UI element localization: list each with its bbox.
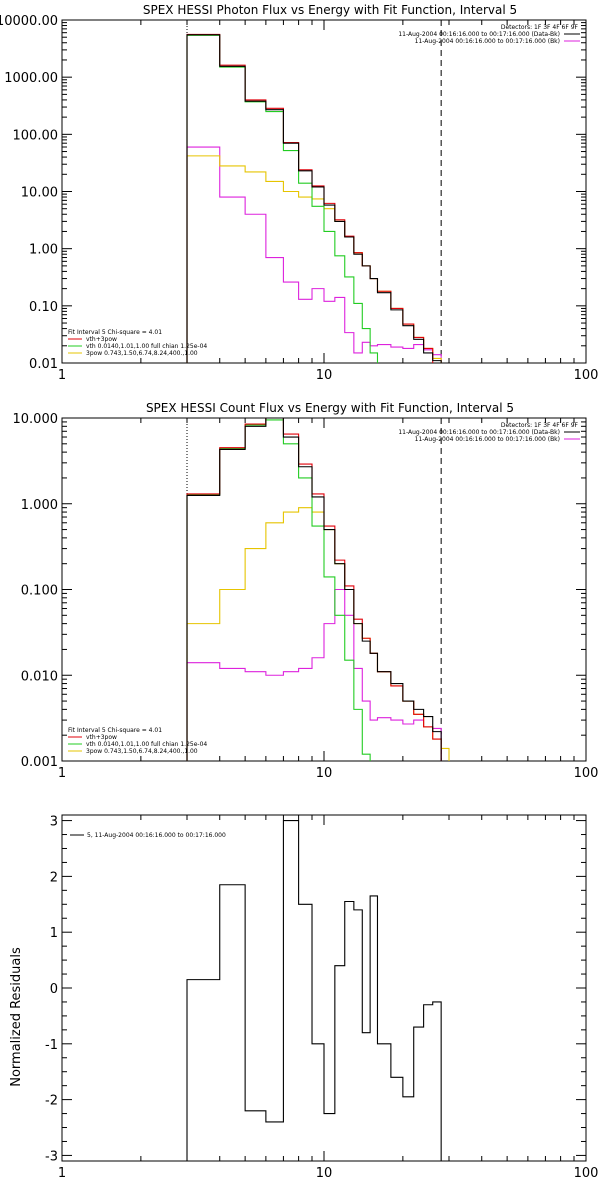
x-tick-label: 1 xyxy=(58,766,66,781)
legend-entry-text: 3pow 0.743,1.50,6.74,8.24,400.,1.00 xyxy=(86,350,198,357)
y-tick-label: 1.000 xyxy=(21,498,58,513)
series-vth-3pow-step-line xyxy=(186,33,434,363)
legend-entry-text: 11-Aug-2004 00:16:16.000 to 00:17:16.000… xyxy=(398,429,560,436)
y-tick-label: 0.100 xyxy=(21,584,58,599)
series-data-bk-step-line xyxy=(186,34,442,363)
y-axis-ticks: 0.001 0.010 0.100 1.000 10.000 xyxy=(13,412,586,770)
x-tick-label: 1 xyxy=(58,1166,66,1181)
residuals-ylabel: Normalized Residuals xyxy=(9,947,24,1087)
x-axis-ticks: 1 10 100 xyxy=(58,815,599,1181)
residuals-panel: Normalized Residuals 1 10 1003210-1-2-35, … xyxy=(9,814,598,1181)
x-tick-label: 10 xyxy=(316,766,333,781)
photon-flux-plot-area: 1 10 100 0.01 0.10 1.00 10.00 100.00 1000.00 1000… xyxy=(0,14,598,383)
photon-flux-title: SPEX HESSI Photon Flux vs Energy with Fi… xyxy=(143,3,517,17)
legend-entry-text: 11-Aug-2004 00:16:16.000 to 00:17:16.000… xyxy=(415,38,560,45)
legend-entry-text: 5, 11-Aug-2004 00:16:16.000 to 00:17:16.… xyxy=(87,832,226,839)
legend-entry-text: Fit Interval 5 Chi-square = 4.01 xyxy=(68,329,162,336)
x-tick-label: 10 xyxy=(316,368,333,383)
y-tick-label: 0 xyxy=(50,982,58,997)
legend-entry-text: 11-Aug-2004 00:16:16.000 to 00:17:16.000… xyxy=(415,436,560,443)
y-tick-label: 0.01 xyxy=(29,357,58,372)
photon-flux-panel: SPEX HESSI Photon Flux vs Energy with Fi… xyxy=(0,3,598,383)
legend-entry-text: vth+3pow xyxy=(86,336,117,343)
count-flux-title: SPEX HESSI Count Flux vs Energy with Fit… xyxy=(146,401,514,415)
y-tick-label: 1.00 xyxy=(29,243,58,258)
legend-entry-text: Fit Interval 5 Chi-square = 4.01 xyxy=(68,727,162,734)
y-tick-label: 0.10 xyxy=(29,300,58,315)
count-flux-plot-frame xyxy=(61,417,587,762)
x-tick-label: 100 xyxy=(574,766,599,781)
legend-entry-text: 3pow 0.743,1.50,6.74,8.24,400.,1.00 xyxy=(86,748,198,755)
y-tick-label: 1 xyxy=(50,926,58,941)
series-3pow-step-line xyxy=(186,507,450,761)
y-axis-ticks: 3 2 1 0 -1 -2 -3 xyxy=(45,815,586,1164)
y-tick-label: 10.00 xyxy=(21,186,58,201)
y-tick-label: 0.001 xyxy=(21,755,58,770)
legend-entry-text: 11-Aug-2004 00:16:16.000 to 00:17:16.000… xyxy=(398,31,560,38)
y-tick-label: 10000.00 xyxy=(0,14,58,29)
legend-entry-text: vth 0.0140,1.01,1.00 full chian 1.25e-04 xyxy=(86,343,207,350)
legend-entry-text: Detectors: 1F 3F 4F 6F 9F xyxy=(501,24,579,31)
y-tick-label: 2 xyxy=(50,870,58,885)
y-tick-label: -3 xyxy=(45,1149,58,1164)
y-tick-label: 0.010 xyxy=(21,669,58,684)
x-tick-label: 100 xyxy=(574,1166,599,1181)
x-axis-ticks: 1 10 100 xyxy=(58,20,599,383)
x-tick-label: 100 xyxy=(574,368,599,383)
count-flux-panel: SPEX HESSI Count Flux vs Energy with Fit… xyxy=(13,401,599,781)
series-vth-step-line xyxy=(186,419,371,761)
series-bk-step-line xyxy=(186,588,442,761)
x-tick-label: 1 xyxy=(58,368,66,383)
y-tick-label: 1000.00 xyxy=(4,71,58,86)
series-vth-step-line xyxy=(186,34,379,363)
series-data-bk-step-line xyxy=(186,417,442,761)
y-tick-label: -2 xyxy=(45,1094,58,1109)
x-axis-ticks: 1 10 100 xyxy=(58,418,599,781)
y-tick-label: 3 xyxy=(50,815,58,830)
series-bk-step-line xyxy=(186,146,442,363)
legend-entry-text: vth 0.0140,1.01,1.00 full chian 1.25e-04 xyxy=(86,741,207,748)
legend: 5, 11-Aug-2004 00:16:16.000 to 00:17:16.… xyxy=(70,832,226,839)
x-tick-label: 10 xyxy=(316,1166,333,1181)
y-tick-label: -1 xyxy=(45,1038,58,1053)
series-series-step-line xyxy=(186,820,442,1161)
count-flux-plot-area: 1 10 100 0.001 0.010 0.100 1.000 10.000 Detector… xyxy=(13,412,599,781)
legend-entry-text: vth+3pow xyxy=(86,734,117,741)
y-tick-label: 10.000 xyxy=(13,412,59,427)
y-tick-label: 100.00 xyxy=(13,128,59,143)
y-axis-ticks: 0.01 0.10 1.00 10.00 100.00 1000.00 10000.00 xyxy=(0,14,586,372)
legend-entry-text: Detectors: 1F 3F 4F 6F 9F xyxy=(501,422,579,429)
